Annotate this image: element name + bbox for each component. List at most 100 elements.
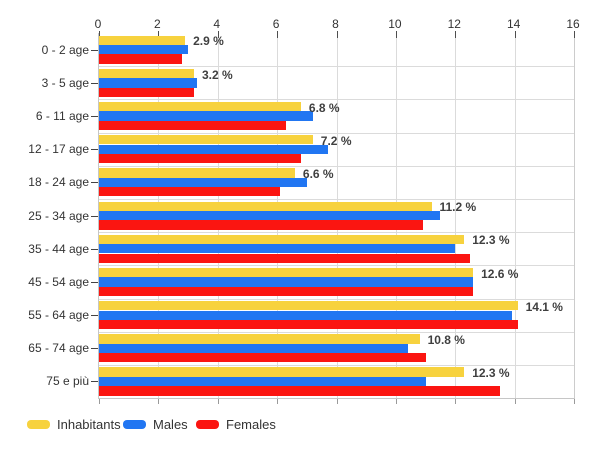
value-label: 3.2 %: [202, 67, 233, 82]
gridline-horizontal: [99, 132, 574, 134]
x-axis-tick-top: [514, 31, 516, 38]
bar-males: [99, 343, 408, 353]
x-axis-tick-top: [217, 31, 219, 38]
bar-males: [99, 45, 189, 55]
category-label: 75 e più: [46, 374, 89, 389]
category-label: 35 - 44 age: [28, 241, 89, 256]
category-label: 12 - 17 age: [28, 142, 89, 157]
y-axis-tick: [91, 315, 98, 316]
x-axis-tick-top: [99, 31, 100, 38]
x-axis-tick-top: [455, 31, 457, 38]
legend-swatch-males: [123, 419, 146, 429]
plot-area: 2.9 % 3.2 % 6.8 % 7.2 % 6.6 % 11.2 % 12.3 % 12.…: [98, 31, 575, 404]
value-label: 10.8 %: [427, 332, 465, 347]
bar-males: [99, 177, 307, 188]
y-axis-tick: [91, 116, 98, 117]
bar-females: [99, 253, 471, 263]
bar-females: [99, 286, 474, 297]
bar-females: [99, 120, 286, 131]
gridline-horizontal: [99, 66, 574, 68]
x-axis-tick-top: [158, 31, 160, 38]
y-axis-tick: [91, 82, 98, 84]
gridline-horizontal: [99, 298, 574, 300]
x-axis-tick-bottom: [99, 399, 100, 404]
x-axis-tick-bottom: [395, 399, 397, 404]
value-label: 2.9 %: [193, 34, 224, 49]
value-label: 12.6 %: [481, 266, 519, 281]
value-label: 11.2 %: [439, 200, 477, 215]
value-label: 14.1 %: [525, 299, 563, 314]
bar-inhabitants: [99, 102, 301, 112]
bar-females: [99, 187, 281, 197]
bar-females: [99, 87, 194, 97]
y-axis-tick: [91, 381, 98, 383]
value-label: 12.3 %: [472, 366, 510, 381]
bar-inhabitants: [99, 68, 194, 79]
x-axis-tick-bottom: [217, 399, 219, 404]
category-label: 3 - 5 age: [41, 75, 89, 90]
x-tick-label: 2: [154, 17, 161, 31]
category-label: 6 - 11 age: [35, 109, 89, 123]
legend-item-inhabitants: Inhabitants: [27, 415, 121, 433]
legend-swatch-inhabitants: [27, 419, 50, 429]
legend-label-males: Males: [153, 416, 188, 432]
gridline-horizontal: [99, 165, 574, 167]
bar-males: [99, 144, 328, 154]
category-label: 25 - 34 age: [28, 208, 89, 223]
x-tick-label: 12: [447, 17, 461, 31]
bar-females: [99, 153, 301, 164]
x-axis-tick-bottom: [514, 399, 516, 404]
legend-item-females: Females: [196, 415, 276, 433]
bar-males: [99, 310, 512, 320]
bar-males: [99, 244, 456, 254]
value-label: 6.8 %: [308, 100, 340, 115]
x-tick-label: 16: [566, 17, 580, 31]
y-axis-tick: [91, 348, 98, 350]
category-label: 45 - 54 age: [28, 274, 89, 289]
gridline-horizontal: [99, 331, 574, 333]
x-axis-tick-bottom: [336, 399, 338, 404]
x-axis-tick-top: [574, 31, 575, 38]
x-axis-tick-top: [395, 31, 397, 38]
y-axis-tick: [91, 281, 98, 283]
legend-item-males: Males: [123, 415, 188, 433]
value-label: 7.2 %: [320, 133, 352, 148]
gridline-horizontal: [99, 232, 574, 234]
bar-females: [99, 319, 518, 330]
bar-males: [99, 111, 313, 121]
legend-label-females: Females: [226, 416, 276, 432]
category-label: 55 - 64 age: [28, 308, 89, 322]
x-tick-label: 0: [94, 17, 102, 31]
bar-inhabitants: [99, 168, 295, 178]
gridline-vertical: [455, 33, 457, 398]
bar-inhabitants: [99, 234, 465, 245]
x-axis-tick-bottom: [455, 399, 457, 404]
legend-swatch-females: [196, 419, 219, 429]
bar-females: [99, 54, 183, 64]
legend-label-inhabitants: Inhabitants: [57, 416, 121, 432]
y-axis-tick: [91, 49, 98, 51]
x-tick-label: 10: [388, 17, 402, 31]
bar-females: [99, 386, 500, 396]
bar-males: [99, 376, 426, 387]
category-label: 18 - 24 age: [28, 175, 89, 190]
x-tick-label: 14: [506, 17, 521, 31]
bar-males: [99, 210, 441, 221]
gridline-horizontal: [99, 99, 574, 101]
y-axis-tick: [91, 149, 98, 151]
gridline-vertical: [514, 33, 516, 398]
bar-inhabitants: [99, 201, 432, 211]
bar-males: [99, 277, 474, 287]
bar-inhabitants: [99, 334, 420, 344]
bar-females: [99, 220, 423, 230]
bar-inhabitants: [99, 301, 518, 311]
x-axis-tick-top: [277, 31, 279, 38]
x-tick-label: 4: [213, 17, 221, 31]
bar-males: [99, 78, 197, 88]
gridline-horizontal: [99, 198, 574, 200]
x-axis-tick-bottom: [574, 399, 575, 404]
bar-inhabitants: [99, 135, 313, 145]
x-axis-tick-top: [336, 31, 338, 38]
bar-females: [99, 353, 426, 363]
